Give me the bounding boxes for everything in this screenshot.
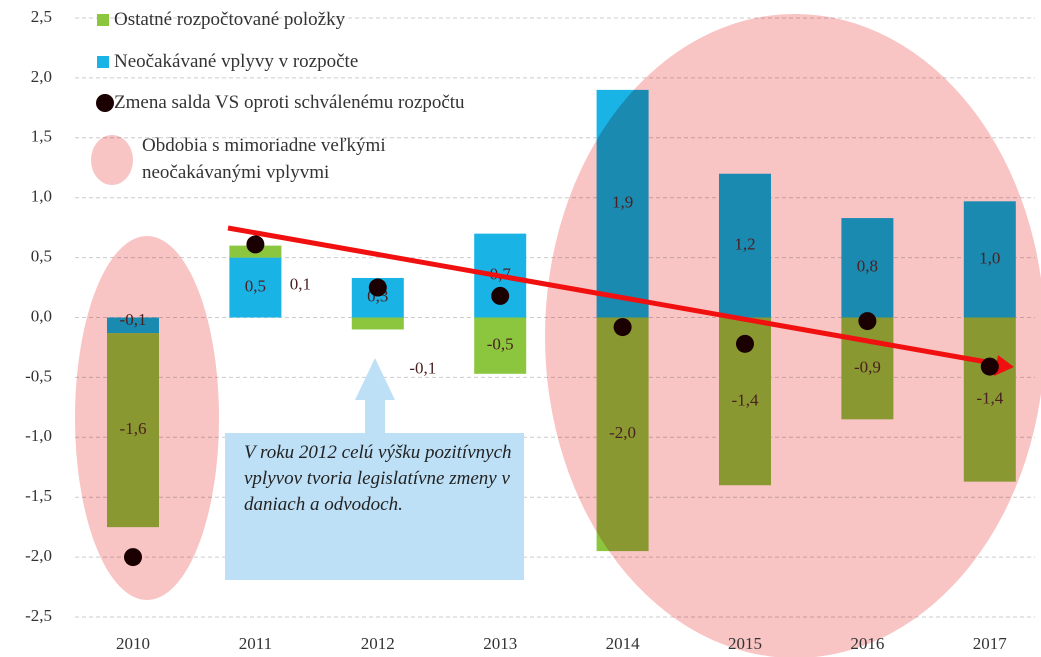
y-tick-label: -1,0 (25, 426, 52, 445)
trend-arrow (227, 225, 999, 367)
legend-swatch (97, 14, 109, 26)
y-tick-label: 0,5 (31, 247, 52, 266)
callout-box (225, 433, 524, 580)
data-label: -2,0 (609, 423, 636, 442)
data-label: -0,9 (854, 357, 881, 376)
dot (736, 334, 754, 353)
x-tick-label: 2014 (606, 634, 641, 653)
x-tick-label: 2013 (483, 634, 517, 653)
bar (474, 317, 527, 374)
dots (124, 235, 999, 567)
y-tick-label: 0,0 (31, 306, 52, 325)
x-tick-label: 2017 (973, 634, 1008, 653)
legend-label: Ostatné rozpočtované položky (114, 9, 346, 30)
y-tick-label: -1,5 (25, 486, 52, 505)
data-label: 1,9 (612, 193, 633, 212)
data-label: 1,0 (979, 248, 1000, 267)
data-label: -1,4 (732, 390, 759, 409)
y-tick-label: -0,5 (25, 366, 52, 385)
legend-swatch (96, 94, 114, 112)
y-tick-label: 2,0 (31, 67, 52, 86)
callout-arrow (355, 358, 395, 433)
data-label: 1,2 (734, 235, 755, 254)
data-label: 0,1 (290, 275, 311, 294)
trend-arrowhead (994, 355, 1014, 376)
legend-label: Zmena salda VS oproti schválenému rozpoč… (114, 92, 465, 113)
dot (368, 278, 387, 297)
dot (491, 286, 510, 305)
x-tick-label: 2016 (850, 634, 884, 653)
bar (229, 257, 282, 318)
data-label: 0,5 (245, 276, 266, 295)
legend-swatch (97, 56, 109, 68)
legend-label: Neočakávané vplyvy v rozpočte (114, 51, 359, 72)
y-tick-label: 2,5 (31, 7, 52, 26)
dot (124, 548, 142, 567)
x-tick-label: 2011 (239, 634, 272, 653)
highlights (75, 14, 1041, 657)
dot (858, 312, 877, 331)
data-label: -0,1 (409, 358, 436, 377)
dot (613, 318, 632, 337)
y-tick-label: 1,5 (31, 127, 52, 146)
dot (246, 235, 265, 254)
data-label: -1,6 (120, 419, 147, 438)
highlight-ellipse (545, 14, 1041, 657)
x-tick-label: 2010 (116, 634, 150, 653)
data-label: -0,1 (120, 310, 147, 329)
data-label: -0,5 (487, 335, 514, 354)
x-tick-label: 2012 (361, 634, 395, 653)
y-tick-label: -2,5 (25, 606, 52, 625)
data-label: 0,8 (857, 257, 878, 276)
highlight-ellipse (75, 236, 219, 600)
legend-label: Obdobia s mimoriadne veľkými neočakávaný… (142, 135, 386, 183)
y-tick-label: 1,0 (31, 187, 52, 206)
legend-highlight (91, 135, 133, 185)
bar (351, 317, 404, 330)
annotation: V roku 2012 celú výšku pozitívnych vplyv… (244, 442, 512, 515)
dot (980, 357, 999, 376)
data-label: -1,4 (976, 388, 1003, 407)
x-tick-label: 2015 (728, 634, 762, 653)
y-tick-label: -2,0 (25, 546, 52, 565)
